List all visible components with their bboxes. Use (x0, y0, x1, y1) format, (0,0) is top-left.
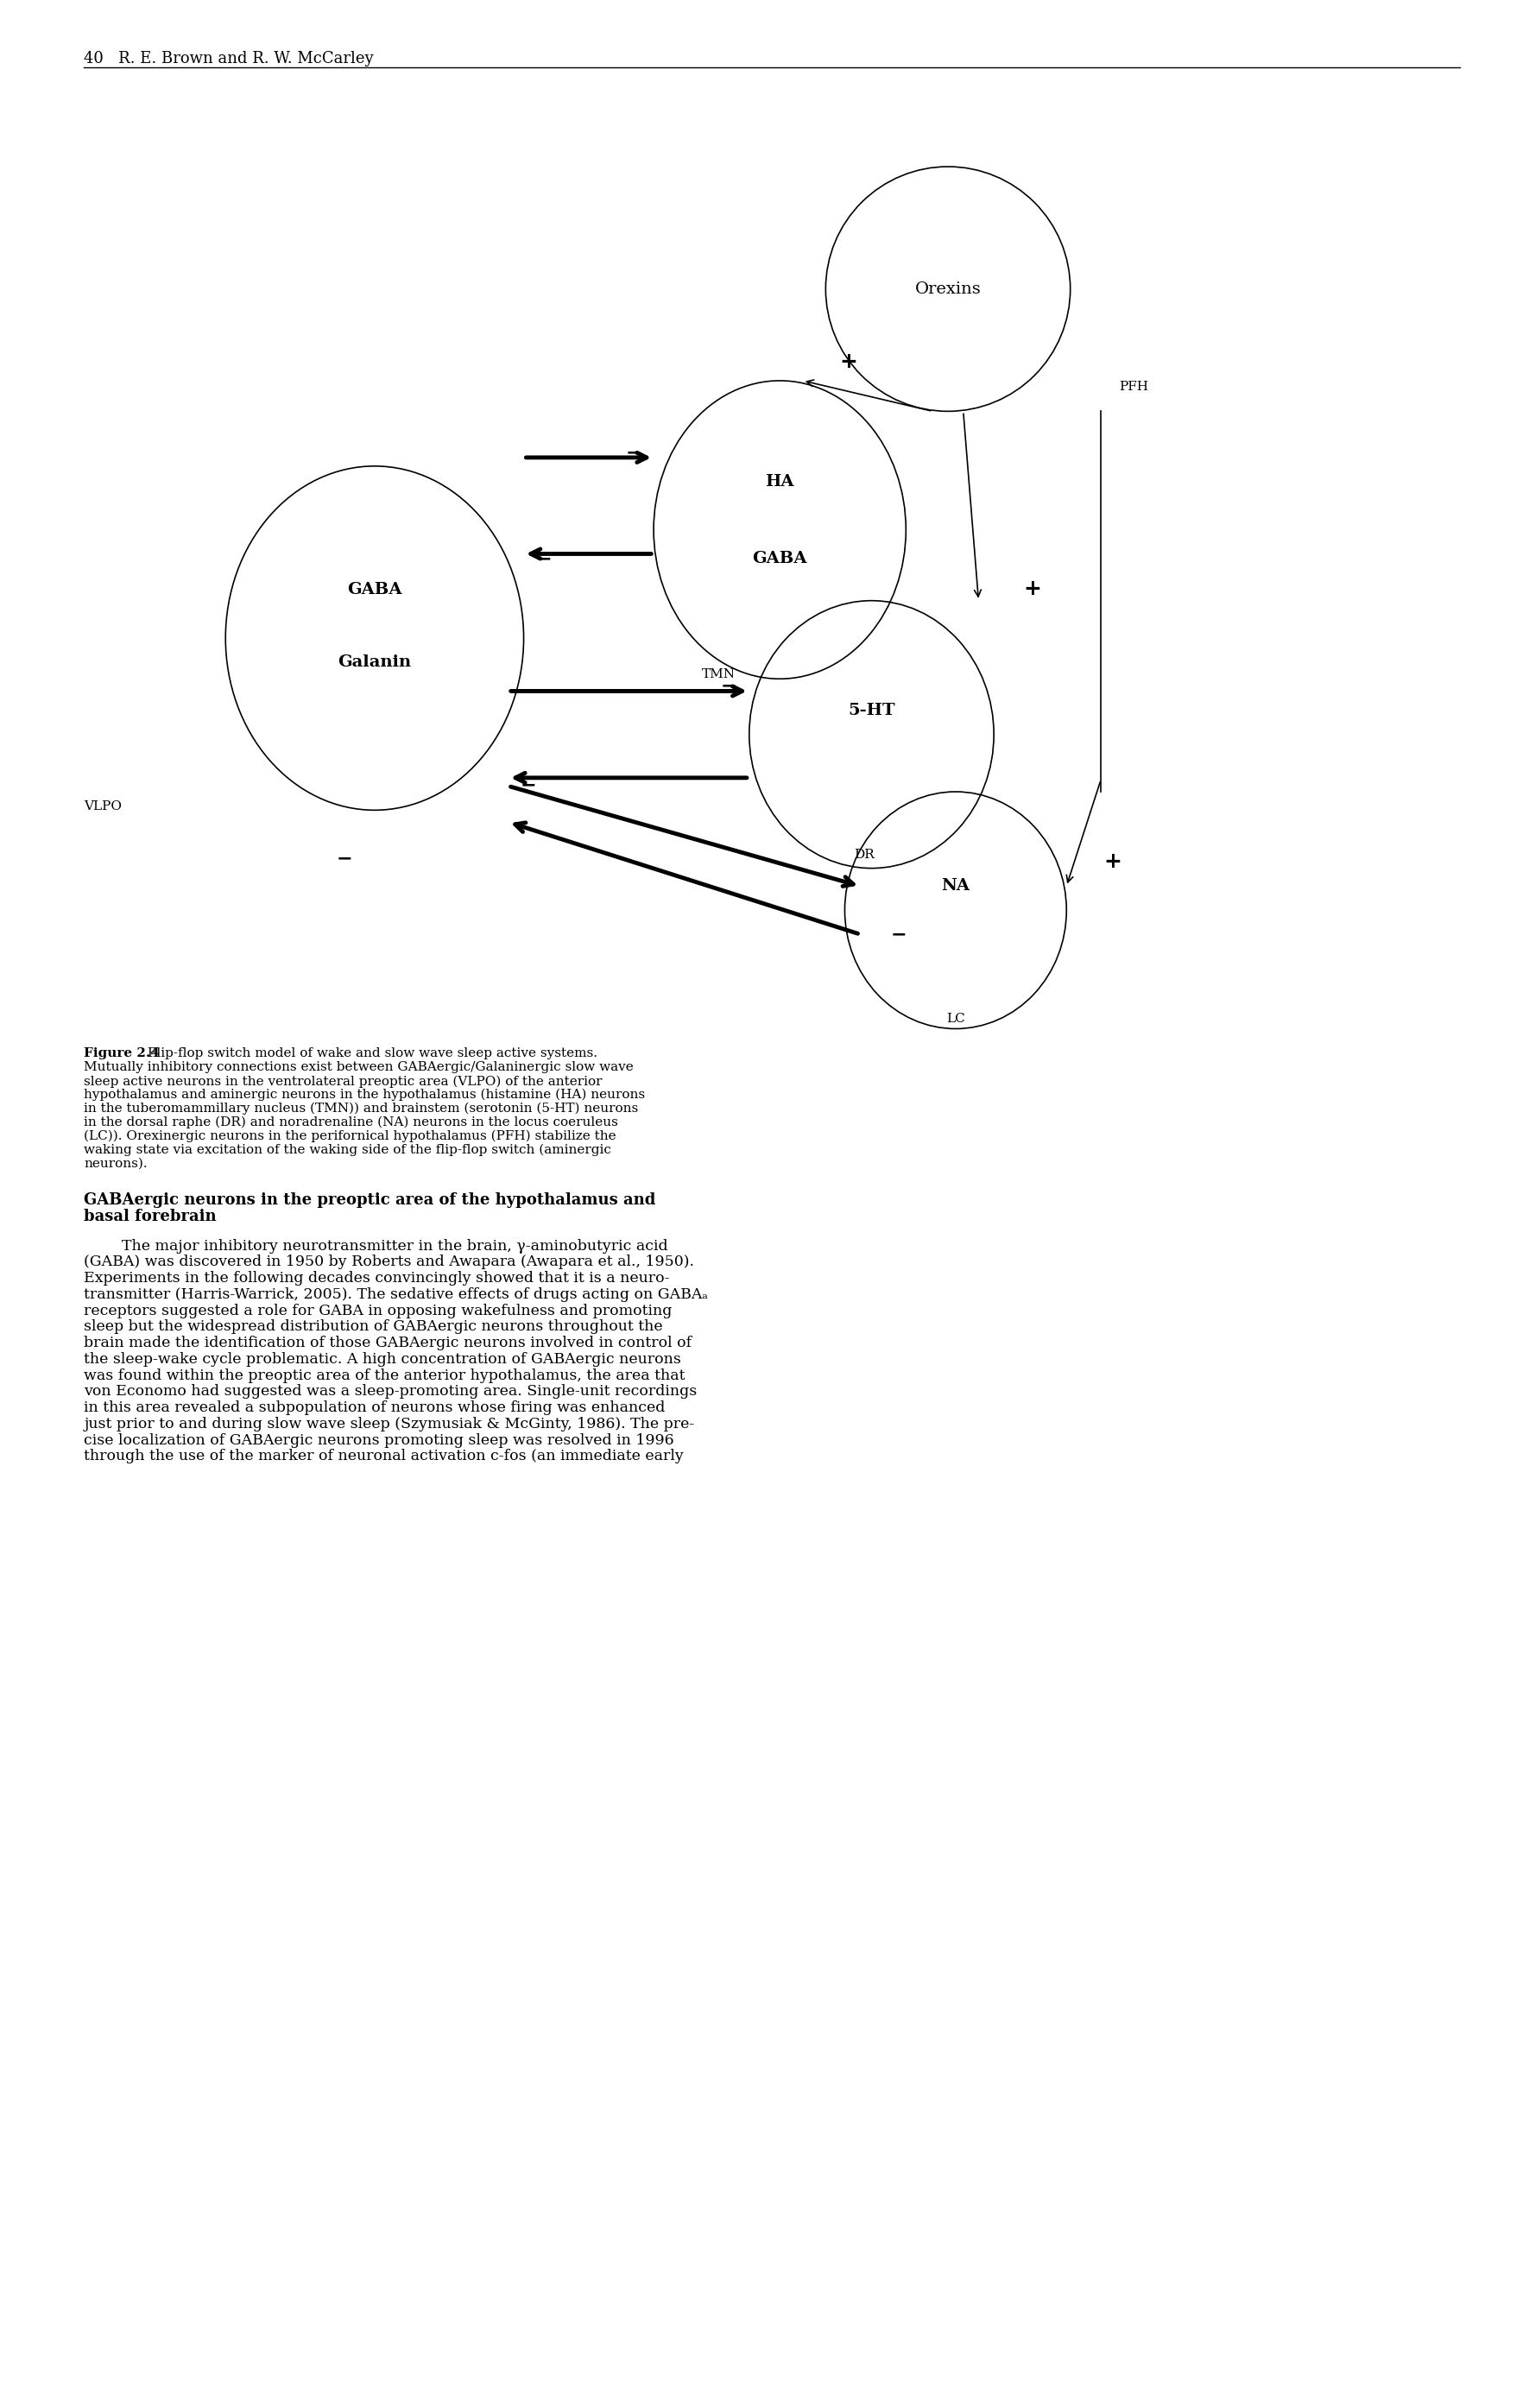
Text: −: − (520, 775, 537, 795)
Text: in the tuberomammillary nucleus (TMN)) and brainstem (serotonin (5-HT) neurons: in the tuberomammillary nucleus (TMN)) a… (84, 1103, 639, 1115)
Text: +: + (1104, 852, 1121, 872)
Text: Figure 2.4: Figure 2.4 (84, 1047, 161, 1060)
Text: transmitter (Harris-Warrick, 2005). The sedative effects of drugs acting on GABA: transmitter (Harris-Warrick, 2005). The … (84, 1288, 708, 1303)
Text: Galanin: Galanin (338, 655, 411, 669)
Text: GABA: GABA (752, 551, 807, 566)
Text: in this area revealed a subpopulation of neurons whose firing was enhanced: in this area revealed a subpopulation of… (84, 1401, 665, 1416)
Text: the sleep-wake cycle problematic. A high concentration of GABAergic neurons: the sleep-wake cycle problematic. A high… (84, 1351, 682, 1368)
Text: Experiments in the following decades convincingly showed that it is a neuro-: Experiments in the following decades con… (84, 1271, 670, 1286)
Text: −: − (720, 677, 737, 696)
Text: −: − (625, 443, 641, 462)
Text: NA: NA (942, 879, 969, 893)
Text: Mutually inhibitory connections exist between GABAergic/Galaninergic slow wave: Mutually inhibitory connections exist be… (84, 1062, 635, 1074)
Text: neurons).: neurons). (84, 1158, 148, 1170)
Text: TMN: TMN (702, 667, 735, 681)
Text: −: − (537, 549, 552, 568)
Text: waking state via excitation of the waking side of the flip-flop switch (aminergi: waking state via excitation of the wakin… (84, 1144, 612, 1156)
Text: cise localization of GABAergic neurons promoting sleep was resolved in 1996: cise localization of GABAergic neurons p… (84, 1433, 674, 1447)
Text: DR: DR (853, 848, 875, 862)
Text: Orexins: Orexins (914, 282, 982, 296)
Text: basal forebrain: basal forebrain (84, 1209, 217, 1223)
Text: (LC)). Orexinergic neurons in the perifornical hypothalamus (PFH) stabilize the: (LC)). Orexinergic neurons in the perifo… (84, 1129, 616, 1141)
Text: GABA: GABA (347, 583, 402, 597)
Text: −: − (890, 925, 907, 944)
Text: brain made the identification of those GABAergic neurons involved in control of: brain made the identification of those G… (84, 1336, 693, 1351)
Text: VLPO: VLPO (84, 799, 122, 814)
Text: LC: LC (946, 1011, 965, 1026)
Text: The major inhibitory neurotransmitter in the brain, γ-aminobutyric acid: The major inhibitory neurotransmitter in… (84, 1238, 668, 1255)
Text: sleep but the widespread distribution of GABAergic neurons throughout the: sleep but the widespread distribution of… (84, 1320, 664, 1334)
Text: PFH: PFH (1119, 380, 1148, 393)
Text: was found within the preoptic area of the anterior hypothalamus, the area that: was found within the preoptic area of th… (84, 1368, 685, 1382)
Text: sleep active neurons in the ventrolateral preoptic area (VLPO) of the anterior: sleep active neurons in the ventrolatera… (84, 1074, 602, 1088)
Text: HA: HA (766, 474, 794, 489)
Text: GABAergic neurons in the preoptic area of the hypothalamus and: GABAergic neurons in the preoptic area o… (84, 1192, 656, 1209)
Text: hypothalamus and aminergic neurons in the hypothalamus (histamine (HA) neurons: hypothalamus and aminergic neurons in th… (84, 1088, 645, 1100)
Text: (GABA) was discovered in 1950 by Roberts and Awapara (Awapara et al., 1950).: (GABA) was discovered in 1950 by Roberts… (84, 1255, 694, 1269)
Text: +: + (1023, 578, 1041, 600)
Text: 40   R. E. Brown and R. W. McCarley: 40 R. E. Brown and R. W. McCarley (84, 51, 375, 65)
Text: −: − (336, 850, 352, 867)
Text: von Economo had suggested was a sleep-promoting area. Single-unit recordings: von Economo had suggested was a sleep-pr… (84, 1385, 697, 1399)
Text: in the dorsal raphe (DR) and noradrenaline (NA) neurons in the locus coeruleus: in the dorsal raphe (DR) and noradrenali… (84, 1117, 618, 1129)
Text: 5-HT: 5-HT (849, 703, 894, 718)
Text: through the use of the marker of neuronal activation c-fos (an immediate early: through the use of the marker of neurona… (84, 1450, 683, 1464)
Text: Flip-flop switch model of wake and slow wave sleep active systems.: Flip-flop switch model of wake and slow … (144, 1047, 598, 1060)
Text: just prior to and during slow wave sleep (Szymusiak & McGinty, 1986). The pre-: just prior to and during slow wave sleep… (84, 1416, 694, 1430)
Text: +: + (839, 352, 858, 371)
Text: receptors suggested a role for GABA in opposing wakefulness and promoting: receptors suggested a role for GABA in o… (84, 1303, 673, 1317)
